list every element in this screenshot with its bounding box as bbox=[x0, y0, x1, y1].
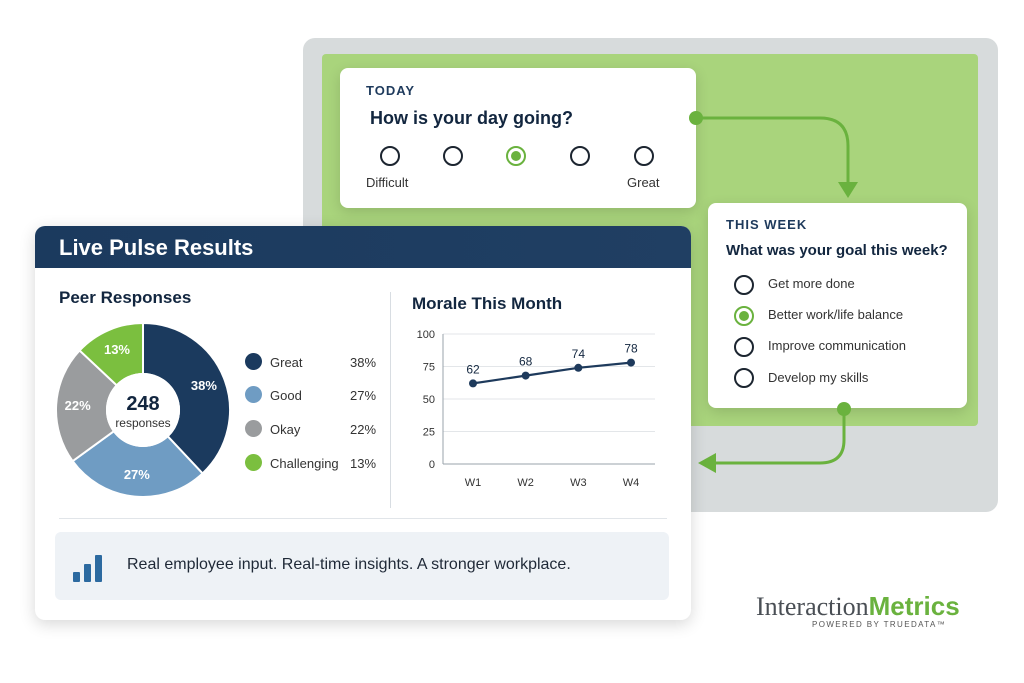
y-tick-label: 0 bbox=[429, 459, 435, 471]
donut-center-value: 248 bbox=[126, 393, 159, 415]
data-point bbox=[469, 379, 477, 388]
goal-option-label: Develop my skills bbox=[768, 370, 869, 385]
legend-label-okay: Okay bbox=[270, 422, 301, 437]
y-tick-label: 50 bbox=[423, 394, 435, 406]
legend-label-great: Great bbox=[270, 355, 303, 370]
donut-slice-label: 13% bbox=[104, 342, 130, 357]
donut-center bbox=[106, 373, 180, 447]
today-survey-card: TODAY How is your day going? Difficult G… bbox=[340, 68, 696, 208]
morale-line-chart: 0 25 50 75 100 W1 W2 W3 W4 62 68 74 78 bbox=[417, 329, 655, 489]
data-label: 78 bbox=[624, 342, 638, 356]
x-tick-label: W3 bbox=[570, 477, 587, 489]
results-title: Live Pulse Results bbox=[59, 235, 254, 260]
data-point bbox=[574, 363, 583, 372]
peer-responses-donut-chart: 248 responses 38% 27% 22% 13% bbox=[55, 321, 231, 498]
donut-slice-label: 27% bbox=[124, 467, 150, 482]
x-tick-label: W4 bbox=[623, 477, 640, 489]
goal-radio-3[interactable] bbox=[734, 337, 754, 357]
x-tick-label: W1 bbox=[465, 477, 482, 489]
goal-radio-4[interactable] bbox=[734, 368, 754, 388]
legend-value-challenging: 13% bbox=[350, 456, 377, 471]
y-tick-label: 75 bbox=[423, 362, 435, 374]
today-kicker: TODAY bbox=[366, 83, 416, 98]
section-divider bbox=[390, 292, 391, 508]
donut-slice-label: 22% bbox=[65, 398, 91, 413]
morale-title: Morale This Month bbox=[412, 294, 563, 313]
results-header: Live Pulse Results bbox=[35, 226, 691, 268]
donut-slice-label: 38% bbox=[191, 378, 217, 393]
goal-option-label: Get more done bbox=[768, 276, 855, 291]
rating-radio-2[interactable] bbox=[443, 146, 463, 166]
morale-series-line bbox=[472, 361, 632, 385]
bar-chart-icon bbox=[73, 552, 107, 582]
goal-radio-1[interactable] bbox=[734, 275, 754, 295]
legend-dot-great bbox=[245, 353, 262, 370]
legend-label-challenging: Challenging bbox=[270, 456, 339, 471]
today-question: How is your day going? bbox=[370, 108, 574, 128]
x-tick-label: W2 bbox=[517, 477, 534, 489]
rating-radio-1[interactable] bbox=[380, 146, 400, 166]
rating-radio-3[interactable] bbox=[506, 146, 526, 166]
live-pulse-results-card: Live Pulse Results Peer Responses 248 re… bbox=[35, 226, 691, 620]
y-tick-label: 25 bbox=[423, 427, 435, 439]
week-survey-card: THIS WEEK What was your goal this week? … bbox=[708, 203, 967, 408]
data-point bbox=[521, 371, 530, 380]
peer-responses-title: Peer Responses bbox=[59, 288, 192, 307]
legend-value-okay: 22% bbox=[350, 422, 377, 437]
legend-value-great: 38% bbox=[350, 355, 377, 370]
brand-logo: InteractionMetrics bbox=[756, 591, 960, 622]
brand-name-part2: Metrics bbox=[868, 591, 960, 621]
legend-dot-good bbox=[245, 386, 262, 403]
insight-banner: Real employee input. Real-time insights.… bbox=[55, 532, 669, 600]
data-point bbox=[627, 358, 635, 367]
rating-radio-4[interactable] bbox=[570, 146, 590, 166]
data-label: 68 bbox=[519, 355, 533, 369]
legend-value-good: 27% bbox=[350, 388, 377, 403]
brand-name-part1: Interaction bbox=[756, 592, 869, 621]
scale-high-label: Great bbox=[627, 175, 660, 190]
arrow-today-to-week bbox=[689, 111, 858, 198]
donut-center-label: responses bbox=[115, 416, 170, 430]
legend-dot-challenging bbox=[245, 454, 262, 471]
week-question: What was your goal this week? bbox=[726, 242, 948, 259]
footer-divider bbox=[59, 518, 667, 519]
goal-radio-2[interactable] bbox=[734, 306, 754, 326]
insight-banner-text: Real employee input. Real-time insights.… bbox=[127, 556, 571, 573]
scale-low-label: Difficult bbox=[366, 175, 409, 190]
goal-option-label: Better work/life balance bbox=[768, 307, 904, 322]
data-label: 62 bbox=[466, 362, 480, 376]
arrow-week-to-results bbox=[698, 402, 851, 473]
goal-option-label: Improve communication bbox=[768, 338, 906, 353]
rating-radio-5[interactable] bbox=[634, 146, 654, 166]
legend-label-good: Good bbox=[270, 388, 302, 403]
legend-dot-okay bbox=[245, 420, 262, 437]
data-label: 74 bbox=[572, 347, 586, 361]
y-tick-label: 100 bbox=[417, 329, 435, 341]
week-kicker: THIS WEEK bbox=[726, 217, 808, 232]
brand-tagline: POWERED BY TRUEDATA™ bbox=[812, 620, 947, 629]
